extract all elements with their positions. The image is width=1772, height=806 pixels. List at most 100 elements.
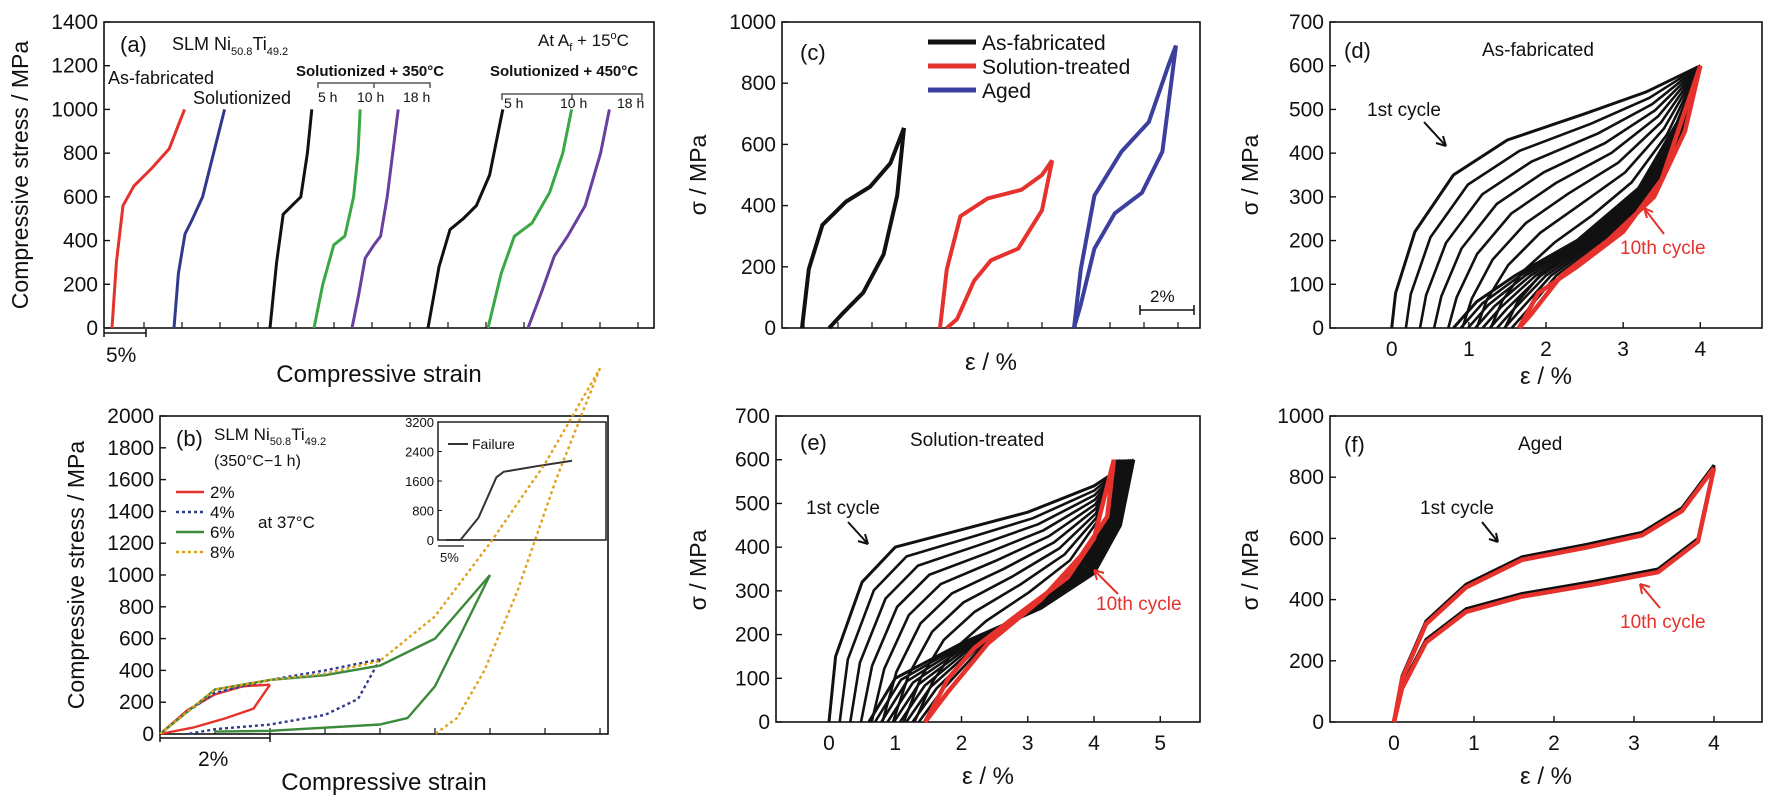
panel-f-letter: (f) bbox=[1344, 432, 1365, 457]
panel-d-arrow-first bbox=[1423, 121, 1447, 147]
panel-d-cycle-1-unloading bbox=[1452, 65, 1702, 329]
panel-a-ytick-label: 600 bbox=[63, 186, 98, 209]
panel-e-xtick-label: 3 bbox=[1022, 732, 1034, 755]
panel-b-subtitle: (350°C−1 h) bbox=[214, 453, 301, 470]
panel-a-ytick-label: 800 bbox=[63, 142, 98, 165]
panel-d-cycle-8-loading bbox=[1489, 65, 1702, 329]
panel-c-scalebar bbox=[1139, 305, 1195, 315]
panel-f-ytick-label: 1000 bbox=[1277, 405, 1324, 428]
panel-f-xlabel: ε / % bbox=[1520, 763, 1572, 790]
panel-d-ytick-label: 600 bbox=[1289, 55, 1324, 78]
panel-c-legend-label: Solution-treated bbox=[982, 56, 1130, 79]
panel-e-curves bbox=[827, 458, 1136, 724]
panel-a-curve-6 bbox=[426, 109, 505, 329]
panel-c-ytick-label: 600 bbox=[741, 133, 776, 156]
panel-a-ytick-label: 0 bbox=[86, 317, 98, 340]
panel-f-ytick-label: 400 bbox=[1289, 589, 1324, 612]
panel-e-ytick-label: 0 bbox=[758, 711, 770, 734]
panel-f-ytick-label: 800 bbox=[1289, 466, 1324, 489]
panel-d-xtick-label: 4 bbox=[1694, 338, 1706, 361]
panel-f-ytick-label: 600 bbox=[1289, 527, 1324, 550]
panel-b-ytick-label: 1000 bbox=[107, 564, 154, 587]
panel-f-axes: 0 200 400 600 800 1000 0 1 2 3 4 bbox=[1277, 405, 1720, 755]
panel-a-curve-3 bbox=[268, 109, 314, 329]
panel-e-cycle-3-loading bbox=[849, 458, 1131, 723]
panel-d-cycle-2-loading bbox=[1404, 64, 1701, 329]
panel-c-ytick-label: 200 bbox=[741, 256, 776, 279]
panel-d-cycle-7-loading bbox=[1475, 65, 1702, 329]
panel-e-xlabel: ε / % bbox=[962, 763, 1014, 790]
panel-b-ytick-label: 1800 bbox=[107, 437, 154, 460]
inset-ytick-label: 3200 bbox=[405, 415, 434, 430]
panel-e-annot-tenth: 10th cycle bbox=[1096, 594, 1182, 615]
panel-f-ytick-label: 200 bbox=[1289, 650, 1324, 673]
panel-d-ytick-label: 0 bbox=[1312, 317, 1324, 340]
panel-a-curve-2 bbox=[172, 109, 227, 329]
panel-b-scalebar bbox=[159, 734, 271, 742]
panel-e-cycle-5-loading bbox=[870, 458, 1126, 723]
panel-b: 0 200 400 600 800 1000 1200 1400 1600 1800 2000 (b… bbox=[63, 367, 609, 796]
panel-e-cycle-4-loading bbox=[859, 458, 1129, 723]
panel-b-title: SLM Ni50.8Ti49.2 bbox=[214, 425, 326, 448]
panel-b-legend-label: 2% bbox=[210, 483, 235, 502]
panel-b-ytick-label: 400 bbox=[119, 659, 154, 682]
panel-f-heading: Aged bbox=[1518, 434, 1562, 455]
panel-c-frame bbox=[781, 21, 1201, 329]
panel-c-legend-label: As-fabricated bbox=[982, 32, 1106, 55]
panel-d-annot-tenth: 10th cycle bbox=[1620, 238, 1706, 259]
bracket-450 bbox=[501, 93, 643, 100]
panel-a-curve-1 bbox=[110, 108, 186, 329]
panel-c-unloading-2 bbox=[945, 159, 1055, 330]
panel-e-ytick-label: 100 bbox=[735, 667, 770, 690]
panel-b-loading-3 bbox=[159, 574, 491, 735]
panel-d-ytick-label: 300 bbox=[1289, 186, 1324, 209]
panel-f-annot-tenth: 10th cycle bbox=[1620, 612, 1706, 633]
panel-e-cycle-1-loading bbox=[827, 458, 1135, 723]
panel-a-condition: At Af + 15oC bbox=[538, 30, 629, 54]
panel-a-scalebar-label: 5% bbox=[106, 344, 136, 367]
panel-e-ytick-label: 500 bbox=[735, 492, 770, 515]
panel-e-ytick-label: 300 bbox=[735, 580, 770, 603]
panel-e-ylabel: σ / MPa bbox=[685, 529, 711, 610]
panel-e-xtick-label: 0 bbox=[823, 732, 835, 755]
panel-e: 0 100 200 300 400 500 600 700 0 1 2 3 4 5 (e) Solutio… bbox=[685, 405, 1201, 790]
panel-d-xtick-label: 1 bbox=[1463, 338, 1475, 361]
panel-b-unloading-2 bbox=[187, 658, 382, 736]
panel-c-ytick-label: 0 bbox=[764, 317, 776, 340]
panel-f-xtick-label: 4 bbox=[1708, 732, 1720, 755]
panel-c-loading-1 bbox=[800, 127, 906, 329]
panel-e-arrow-tenth bbox=[1093, 569, 1119, 595]
panel-c-ylabel: σ / MPa bbox=[685, 134, 711, 215]
panel-d-xtick-label: 3 bbox=[1617, 338, 1629, 361]
panel-c-xlabel: ε / % bbox=[965, 349, 1017, 376]
panel-b-legend: 2%4%6%8% bbox=[176, 483, 235, 562]
panel-e-ytick-label: 700 bbox=[735, 405, 770, 428]
panel-b-letter: (b) bbox=[176, 426, 203, 451]
panel-a-ytick-label: 1400 bbox=[51, 11, 98, 34]
panel-d-ylabel: σ / MPa bbox=[1237, 134, 1263, 215]
panel-f-xtick-label: 2 bbox=[1548, 732, 1560, 755]
panel-c-loading-3 bbox=[1072, 44, 1178, 329]
panel-e-xtick-label: 5 bbox=[1154, 732, 1166, 755]
panel-d-xlabel: ε / % bbox=[1520, 363, 1572, 390]
panel-b-ytick-label: 200 bbox=[119, 691, 154, 714]
panel-a-curves bbox=[110, 108, 611, 329]
panel-b-unloading-1 bbox=[159, 684, 271, 736]
panel-d-ytick-label: 100 bbox=[1289, 273, 1324, 296]
panel-c-ytick-label: 400 bbox=[741, 195, 776, 218]
panel-d-cycle-1-loading bbox=[1390, 64, 1701, 329]
panel-c-ytick-label: 1000 bbox=[729, 11, 776, 34]
panel-e-ytick-label: 600 bbox=[735, 449, 770, 472]
panel-b-legend-label: 8% bbox=[210, 543, 235, 562]
panel-d-ytick-label: 700 bbox=[1289, 11, 1324, 34]
panel-f-ytick-label: 0 bbox=[1312, 711, 1324, 734]
panel-d: 0 100 200 300 400 500 600 700 0 1 2 3 4 (d) As-fabri… bbox=[1237, 11, 1763, 390]
panel-b-ytick-label: 2000 bbox=[107, 405, 154, 428]
panel-e-ytick-label: 400 bbox=[735, 536, 770, 559]
panel-b-ytick-label: 0 bbox=[142, 723, 154, 746]
hours-450-5h: 5 h bbox=[504, 95, 523, 111]
panel-d-cycle-4-loading bbox=[1432, 64, 1702, 329]
panel-e-annot-first: 1st cycle bbox=[806, 498, 880, 519]
